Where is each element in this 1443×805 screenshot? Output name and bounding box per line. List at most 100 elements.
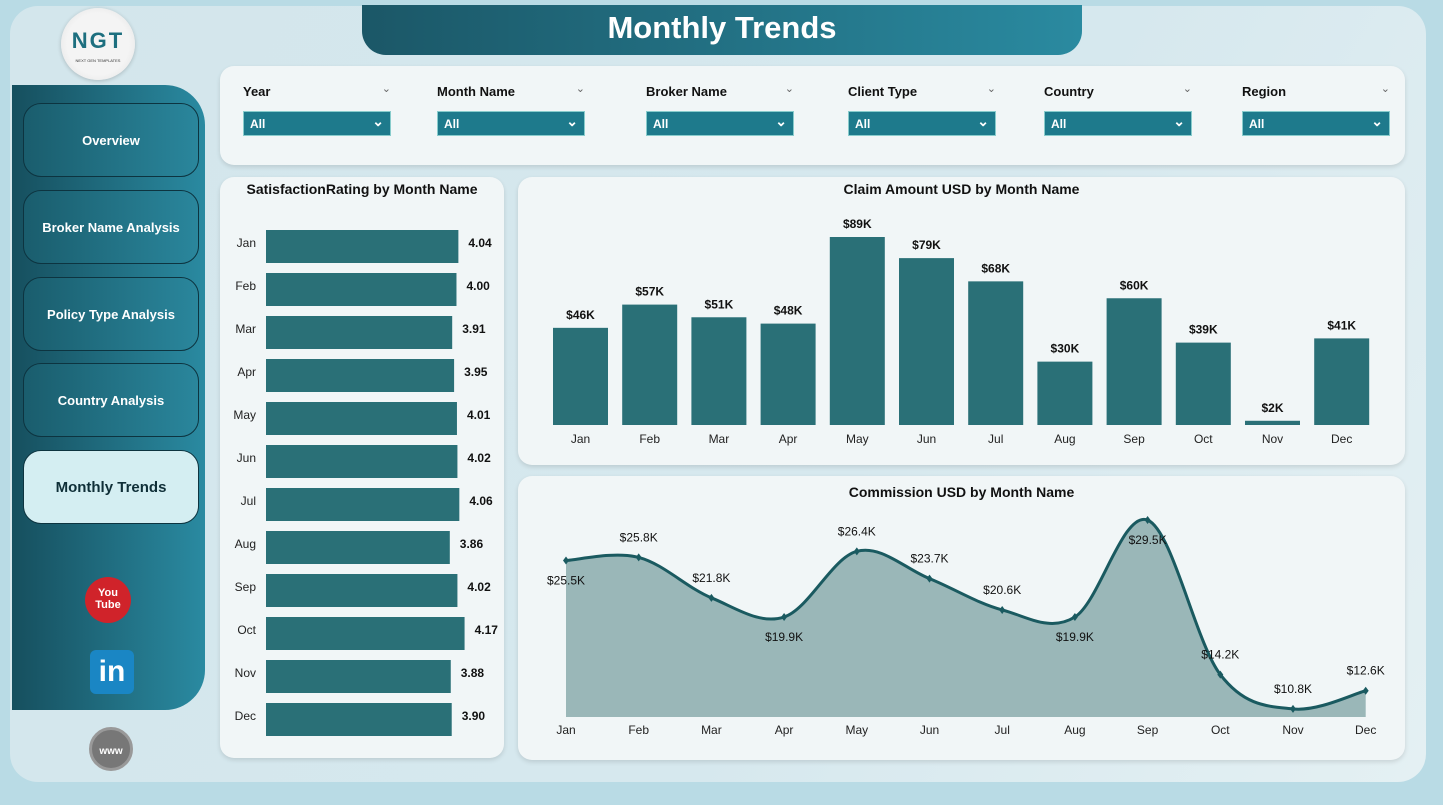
data-label: $23.7K bbox=[910, 552, 948, 566]
chevron-down-icon[interactable]: ⌄ bbox=[381, 83, 391, 95]
x-tick-label: Feb bbox=[639, 432, 660, 446]
data-label: 3.90 bbox=[462, 709, 486, 723]
data-point bbox=[926, 574, 933, 583]
data-label: $48K bbox=[774, 304, 803, 318]
data-label: $57K bbox=[635, 285, 664, 299]
y-tick-label: Dec bbox=[235, 709, 256, 723]
page-title: Monthly Trends bbox=[362, 5, 1082, 55]
x-tick-label: Dec bbox=[1355, 723, 1376, 737]
x-tick-label: Apr bbox=[779, 432, 798, 446]
x-tick-label: Sep bbox=[1137, 723, 1159, 737]
website-globe-icon[interactable]: www bbox=[89, 727, 133, 771]
chevron-down-icon[interactable]: ⌄ bbox=[575, 83, 585, 95]
data-label: 3.88 bbox=[461, 666, 485, 680]
y-tick-label: Jan bbox=[237, 236, 256, 250]
bar bbox=[266, 617, 465, 650]
chevron-down-icon: ⌄ bbox=[566, 113, 578, 129]
data-point bbox=[853, 547, 860, 556]
chevron-down-icon: ⌄ bbox=[775, 113, 787, 129]
claim-chart-panel: Claim Amount USD by Month Name $46K Jan $5… bbox=[518, 177, 1405, 465]
data-label: 3.95 bbox=[464, 365, 488, 379]
x-tick-label: May bbox=[845, 723, 868, 737]
y-tick-label: May bbox=[233, 408, 256, 422]
x-tick-label: Jun bbox=[920, 723, 939, 737]
bar bbox=[829, 237, 885, 425]
chevron-down-icon[interactable]: ⌄ bbox=[986, 83, 996, 95]
nav-overview[interactable]: Overview bbox=[23, 103, 199, 177]
data-label: $12.6K bbox=[1347, 664, 1385, 678]
data-label: 4.04 bbox=[468, 236, 492, 250]
filter-country: Country ⌄ All ⌄ bbox=[1044, 83, 1192, 136]
data-label: $89K bbox=[843, 217, 872, 231]
chart-title: SatisfactionRating by Month Name bbox=[246, 181, 478, 197]
satisfaction-chart-panel: SatisfactionRating by Month Name Jan 4.04… bbox=[220, 177, 504, 758]
filter-dropdown[interactable]: All ⌄ bbox=[243, 111, 391, 136]
x-tick-label: Nov bbox=[1282, 723, 1303, 737]
youtube-icon[interactable]: You Tube bbox=[85, 577, 131, 623]
data-label: $68K bbox=[981, 261, 1010, 275]
x-tick-label: Jul bbox=[988, 432, 1003, 446]
filter-panel bbox=[220, 66, 1405, 165]
x-tick-label: Oct bbox=[1211, 723, 1230, 737]
data-label: $25.5K bbox=[547, 573, 585, 587]
y-tick-label: Mar bbox=[235, 322, 256, 336]
bar bbox=[1037, 361, 1093, 425]
data-label: $46K bbox=[566, 308, 595, 322]
bar bbox=[968, 281, 1024, 425]
linkedin-icon[interactable]: in bbox=[90, 650, 134, 694]
filter-client-type: Client Type ⌄ All ⌄ bbox=[848, 83, 996, 136]
bar bbox=[266, 359, 455, 392]
chevron-down-icon: ⌄ bbox=[1173, 113, 1185, 129]
data-label: $60K bbox=[1120, 278, 1149, 292]
filter-dropdown[interactable]: All ⌄ bbox=[848, 111, 996, 136]
y-tick-label: Oct bbox=[237, 623, 256, 637]
data-label: 4.02 bbox=[467, 580, 491, 594]
bar bbox=[266, 660, 451, 693]
satisfaction-bar-chart: Jan 4.04 Feb 4.00 Mar 3.91 Apr 3.95 May 4.01 Jun 4.… bbox=[233, 230, 498, 736]
y-tick-label: Sep bbox=[235, 580, 257, 594]
data-label: $19.9K bbox=[1056, 630, 1094, 644]
bar bbox=[266, 488, 460, 521]
chart-title: Claim Amount USD by Month Name bbox=[843, 181, 1080, 197]
x-tick-label: Nov bbox=[1262, 432, 1283, 446]
x-tick-label: Dec bbox=[1331, 432, 1352, 446]
y-tick-label: Aug bbox=[235, 537, 256, 551]
data-label: $39K bbox=[1189, 323, 1218, 337]
data-label: $29.5K bbox=[1129, 533, 1167, 547]
chevron-down-icon[interactable]: ⌄ bbox=[1380, 83, 1390, 95]
data-label: $10.8K bbox=[1274, 682, 1312, 696]
x-tick-label: Sep bbox=[1123, 432, 1145, 446]
data-label: $19.9K bbox=[765, 630, 803, 644]
bar bbox=[266, 531, 450, 564]
bar bbox=[1245, 420, 1300, 425]
bar bbox=[266, 574, 458, 607]
chevron-down-icon[interactable]: ⌄ bbox=[784, 83, 794, 95]
filter-dropdown[interactable]: All ⌄ bbox=[646, 111, 794, 136]
chevron-down-icon[interactable]: ⌄ bbox=[1182, 83, 1192, 95]
data-point bbox=[635, 553, 642, 562]
x-tick-label: Aug bbox=[1054, 432, 1075, 446]
bar bbox=[1106, 298, 1162, 425]
nav-monthly-trends[interactable]: Monthly Trends bbox=[23, 450, 199, 524]
nav-country-analysis[interactable]: Country Analysis bbox=[23, 363, 199, 437]
data-point bbox=[563, 556, 569, 565]
filter-dropdown[interactable]: All ⌄ bbox=[1242, 111, 1390, 136]
y-tick-label: Nov bbox=[235, 666, 256, 680]
chart-title: Commission USD by Month Name bbox=[848, 484, 1075, 500]
y-tick-label: Jun bbox=[237, 451, 256, 465]
ngt-logo: NGT NEXT GEN TEMPLATES bbox=[61, 8, 135, 80]
filter-dropdown[interactable]: All ⌄ bbox=[437, 111, 585, 136]
bar bbox=[760, 323, 816, 425]
bar bbox=[266, 316, 453, 349]
data-label: 3.86 bbox=[460, 537, 484, 551]
bar bbox=[266, 230, 459, 263]
nav-policy-type-analysis[interactable]: Policy Type Analysis bbox=[23, 277, 199, 351]
filter-year: Year ⌄ All ⌄ bbox=[243, 83, 391, 136]
data-label: 4.06 bbox=[469, 494, 493, 508]
chevron-down-icon: ⌄ bbox=[1371, 113, 1383, 129]
x-tick-label: Jul bbox=[995, 723, 1010, 737]
data-label: 4.00 bbox=[466, 279, 490, 293]
filter-dropdown[interactable]: All ⌄ bbox=[1044, 111, 1192, 136]
chevron-down-icon: ⌄ bbox=[372, 113, 384, 129]
nav-broker-name-analysis[interactable]: Broker Name Analysis bbox=[23, 190, 199, 264]
